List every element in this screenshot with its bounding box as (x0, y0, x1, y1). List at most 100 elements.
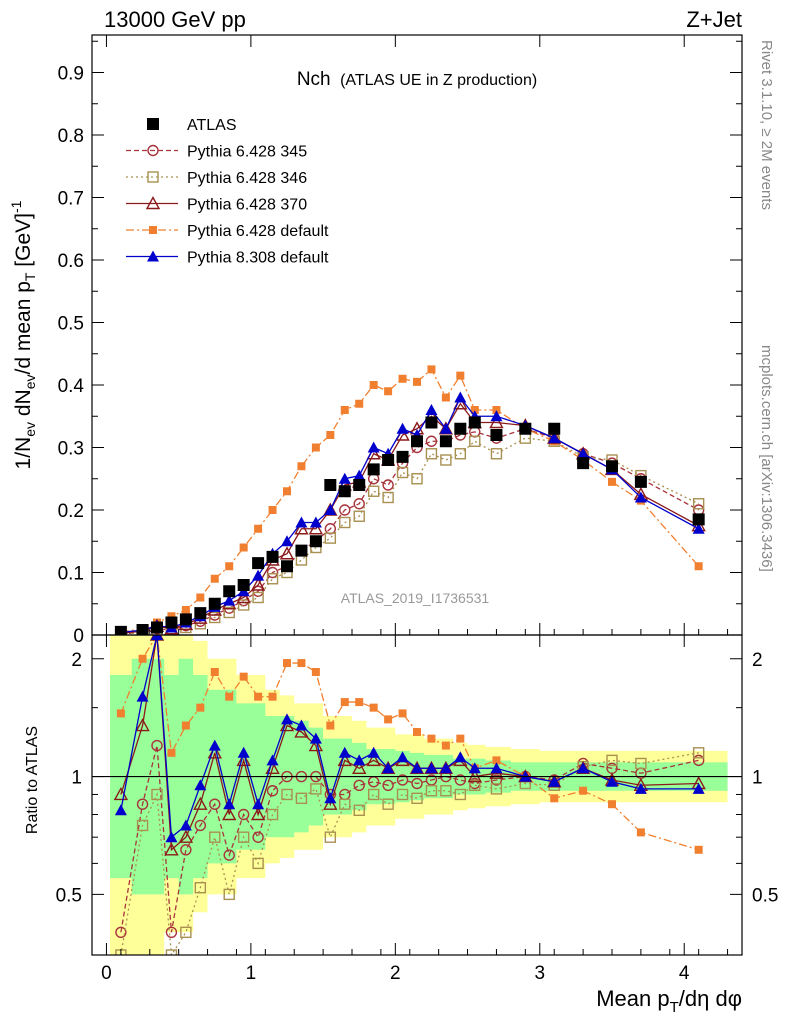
point-pythia-6-428-default (608, 477, 616, 486)
ratio-point-pythia-8-308-default (425, 762, 438, 774)
ratio-point-pythia-8-308-default (490, 762, 503, 774)
point-atlas (353, 479, 366, 491)
point-pythia-6-428-default (492, 406, 501, 414)
legend-marker-pythia-6-428-default (149, 226, 157, 234)
ratio-point-pythia-6-428-346 (136, 819, 149, 832)
y-tick-label-upper: 0.4 (58, 376, 85, 397)
ratio-point-pythia-6-428-370 (164, 842, 179, 856)
point-pythia-6-428-346 (469, 435, 481, 447)
y-tick-label-upper: 0 (73, 626, 84, 647)
ratio-point-pythia-6-428-default (636, 828, 645, 837)
ratio-point-pythia-6-428-346 (606, 754, 618, 767)
y-tick-label-lower-right: 0.5 (752, 885, 778, 906)
point-atlas (606, 460, 618, 473)
ratio-point-pythia-6-428-default (340, 698, 349, 707)
point-pythia-6-428-370 (308, 521, 324, 535)
ratio-point-pythia-6-428-345 (136, 798, 149, 810)
ratio-point-pythia-6-428-345 (115, 926, 127, 939)
point-pythia-6-428-345 (252, 585, 264, 597)
y-tick-label-upper: 0.1 (58, 564, 84, 585)
ratio-point-pythia-6-428-345 (454, 774, 467, 786)
point-pythia-6-428-346 (382, 491, 394, 504)
legend-label-pythia-8-308-default: Pythia 8.308 default (187, 250, 329, 267)
ratio-point-pythia-6-428-370 (135, 718, 150, 732)
point-atlas (237, 579, 250, 591)
ratio-point-pythia-6-428-default (492, 756, 501, 765)
x-tick-label: 3 (534, 963, 545, 984)
ratio-point-pythia-6-428-default (608, 800, 616, 809)
ratio-point-pythia-6-428-default (167, 748, 176, 757)
ratio-point-pythia-6-428-345 (194, 819, 207, 832)
point-pythia-8-308-default (396, 422, 409, 434)
point-pythia-6-428-default (470, 406, 479, 414)
point-atlas (367, 463, 380, 476)
ratio-point-pythia-6-428-default (225, 692, 234, 701)
ratio-point-pythia-6-428-346 (490, 783, 503, 795)
y-tick-label-upper: 0.8 (58, 126, 84, 147)
header-right: Z+Jet (686, 7, 742, 32)
ratio-point-pythia-8-308-default (252, 798, 265, 810)
ratio-point-pythia-8-308-default (411, 762, 423, 774)
legend-marker-atlas (147, 118, 159, 130)
ratio-point-pythia-6-428-346 (237, 831, 250, 843)
point-atlas (338, 485, 351, 498)
ratio-point-pythia-6-428-345 (223, 849, 235, 861)
chart-title: Nch (ATLAS UE in Z production) (297, 69, 537, 90)
point-pythia-8-308-default (454, 391, 467, 403)
ratio-point-pythia-8-308-default (295, 719, 308, 731)
ratio-point-pythia-6-428-370 (178, 829, 194, 843)
point-pythia-8-308-default (577, 447, 590, 459)
ratio-point-pythia-6-428-346 (425, 785, 438, 797)
ratio-point-pythia-8-308-default (151, 635, 163, 640)
ratio-point-pythia-8-308-default (692, 782, 705, 794)
ratio-point-pythia-6-428-default (369, 703, 378, 712)
ratio-point-pythia-6-428-346 (295, 792, 308, 804)
ratio-point-pythia-6-428-346 (324, 831, 337, 843)
ratio-point-pythia-8-308-default (237, 746, 250, 758)
ratio-point-pythia-6-428-345 (180, 844, 192, 856)
point-atlas (252, 557, 265, 570)
point-atlas (194, 607, 207, 620)
ratio-point-pythia-8-308-default (208, 739, 221, 751)
axes: 0 1 2 3 4 0 0.1 0.2 0.3 0.4 0.5 0.6 0.7 0.8 0.9 0.5 0.5 1… (56, 35, 778, 984)
point-pythia-6-428-default (413, 377, 421, 386)
x-tick-label: 0 (101, 963, 112, 984)
ratio-point-pythia-8-308-default (223, 798, 236, 810)
point-pythia-6-428-346 (490, 448, 503, 460)
point-pythia-8-308-default (439, 422, 452, 434)
ratio-point-pythia-6-428-346 (396, 788, 409, 801)
ratio-point-pythia-6-428-345 (165, 926, 178, 939)
y-tick-label-lower: 1 (71, 768, 82, 789)
upper-series (114, 365, 706, 635)
ratio-point-pythia-8-308-default (606, 775, 618, 787)
y-tick-label-upper: 0.6 (58, 251, 84, 272)
point-pythia-6-428-346 (324, 532, 337, 544)
point-pythia-6-428-370 (250, 577, 266, 591)
ratio-point-pythia-6-428-default (413, 727, 421, 736)
ratio-point-pythia-6-428-370 (250, 807, 266, 821)
legend-label-pythia-6-428-346: Pythia 6.428 346 (187, 170, 307, 187)
ratio-point-pythia-8-308-default (324, 792, 337, 804)
point-pythia-6-428-default (181, 606, 190, 614)
legend-marker-pythia-6-428-345 (147, 144, 159, 157)
ratio-point-pythia-6-428-default (297, 659, 306, 668)
point-atlas (223, 585, 236, 598)
legend-marker-pythia-6-428-370 (145, 196, 161, 210)
point-pythia-6-428-346 (396, 466, 409, 479)
ratio-point-pythia-6-428-default (355, 698, 364, 707)
x-tick-label: 4 (679, 963, 690, 984)
x-tick-label: 1 (246, 963, 257, 984)
point-pythia-6-428-default (311, 443, 320, 452)
legend-label-pythia-6-428-345: Pythia 6.428 345 (187, 144, 307, 161)
point-pythia-8-308-default (223, 594, 236, 606)
point-pythia-8-308-default (367, 441, 380, 453)
ratio-point-pythia-6-428-346 (165, 949, 178, 955)
ratio-point-pythia-6-428-345 (396, 774, 409, 786)
point-pythia-6-428-default (225, 562, 234, 571)
ratio-point-pythia-8-308-default (309, 732, 322, 744)
legend-label-pythia-6-428-370: Pythia 6.428 370 (187, 197, 307, 214)
ratio-point-pythia-6-428-345 (266, 785, 279, 797)
point-pythia-6-428-default (297, 462, 306, 471)
ratio-point-pythia-6-428-default (398, 709, 407, 718)
